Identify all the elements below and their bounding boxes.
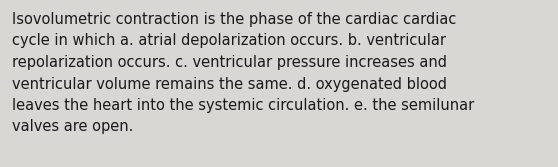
Text: cycle in which a. atrial depolarization occurs. b. ventricular: cycle in which a. atrial depolarization … bbox=[12, 34, 446, 48]
Text: valves are open.: valves are open. bbox=[12, 120, 133, 134]
Text: ventricular volume remains the same. d. oxygenated blood: ventricular volume remains the same. d. … bbox=[12, 76, 447, 92]
Text: repolarization occurs. c. ventricular pressure increases and: repolarization occurs. c. ventricular pr… bbox=[12, 55, 447, 70]
Text: leaves the heart into the systemic circulation. e. the semilunar: leaves the heart into the systemic circu… bbox=[12, 98, 474, 113]
Text: Isovolumetric contraction is the phase of the cardiac cardiac: Isovolumetric contraction is the phase o… bbox=[12, 12, 456, 27]
